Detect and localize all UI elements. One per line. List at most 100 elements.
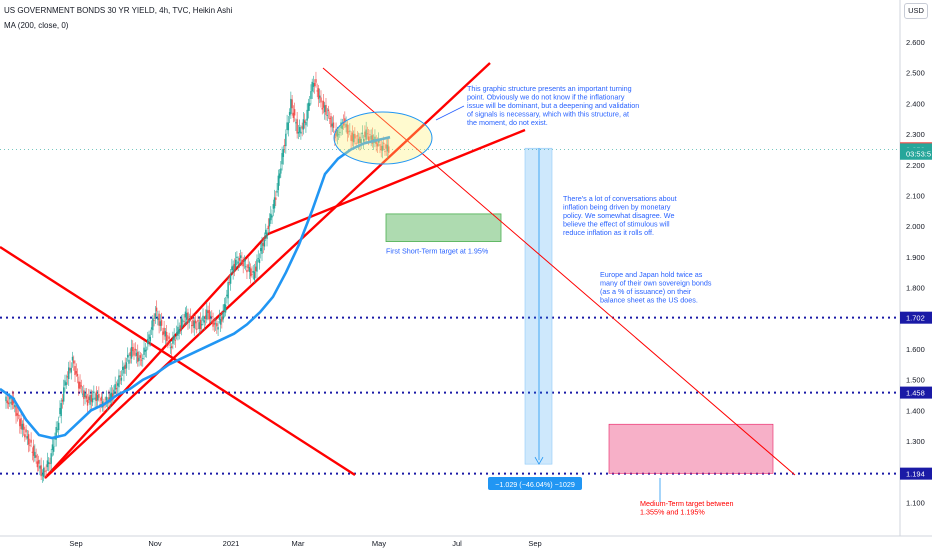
candle-body bbox=[297, 131, 300, 134]
candle-body bbox=[42, 467, 45, 477]
candle-body bbox=[229, 274, 232, 284]
candle-body bbox=[34, 451, 36, 458]
candle-body bbox=[31, 451, 34, 453]
candle-body bbox=[222, 312, 224, 320]
candle-body bbox=[302, 119, 305, 130]
candle-body bbox=[153, 320, 155, 322]
candle-body bbox=[110, 392, 113, 401]
candle-body bbox=[29, 445, 31, 447]
candle-body bbox=[280, 168, 282, 174]
candle-body bbox=[364, 131, 366, 138]
candle-body bbox=[277, 175, 280, 191]
indicator-label[interactable]: MA (200, close, 0) bbox=[4, 21, 69, 30]
medium-target-box[interactable] bbox=[608, 423, 774, 474]
candle-body bbox=[273, 197, 276, 209]
candle-body bbox=[160, 320, 163, 326]
candle-body bbox=[327, 109, 330, 112]
candle-body bbox=[298, 127, 301, 133]
candle-body bbox=[346, 124, 349, 134]
candle-body bbox=[244, 266, 247, 268]
candle-body bbox=[295, 122, 297, 124]
candle-body bbox=[177, 326, 179, 336]
measure-label-bg bbox=[488, 477, 582, 490]
candle-body bbox=[365, 129, 367, 140]
y-tick-label: 1.800 bbox=[906, 284, 925, 293]
y-tick-label: 1.400 bbox=[906, 406, 925, 415]
candle-body bbox=[237, 261, 239, 264]
candle-body bbox=[336, 130, 338, 137]
candle-body bbox=[123, 366, 125, 374]
europe-japan-note-line: balance sheet as the US does. bbox=[600, 296, 698, 305]
candle-body bbox=[89, 394, 91, 405]
candle-body bbox=[272, 204, 274, 209]
level-badge-label: 1.194 bbox=[906, 470, 925, 479]
candle-body bbox=[132, 347, 134, 352]
candle-body bbox=[314, 82, 316, 87]
candle-body bbox=[199, 319, 202, 330]
trend-channel-line[interactable] bbox=[44, 62, 491, 479]
candle-body bbox=[322, 100, 325, 108]
x-tick-label: May bbox=[372, 539, 386, 548]
first-target-box[interactable] bbox=[385, 213, 502, 242]
candle-body bbox=[293, 109, 296, 116]
candle-body bbox=[64, 380, 66, 386]
candle-body bbox=[386, 144, 389, 152]
candle-body bbox=[187, 312, 189, 323]
candle-body bbox=[334, 134, 336, 139]
candle-body bbox=[179, 325, 182, 329]
candle-body bbox=[224, 304, 227, 313]
candle-body bbox=[209, 315, 212, 317]
candle-body bbox=[221, 316, 223, 322]
y-tick-label: 1.300 bbox=[906, 437, 925, 446]
candle-body bbox=[124, 364, 126, 369]
candle-body bbox=[144, 349, 146, 352]
candle-body bbox=[376, 143, 379, 147]
candle-body bbox=[9, 396, 11, 400]
y-tick-label: 1.100 bbox=[906, 499, 925, 508]
measure-box[interactable] bbox=[524, 147, 553, 465]
candle-body bbox=[122, 366, 124, 370]
candle-body bbox=[380, 146, 382, 151]
candle-body bbox=[163, 327, 165, 335]
ma200-line[interactable] bbox=[0, 135, 391, 440]
candle-body bbox=[351, 132, 354, 142]
candle-body bbox=[118, 375, 120, 388]
y-tick-label: 2.600 bbox=[906, 38, 925, 47]
candle-body bbox=[90, 394, 93, 402]
candle-body bbox=[317, 88, 320, 100]
candle-body bbox=[267, 225, 269, 229]
symbol-title[interactable]: US GOVERNMENT BONDS 30 YR YIELD, 4h, TVC… bbox=[4, 6, 233, 15]
descending-trend-line[interactable] bbox=[322, 67, 796, 476]
candle-body bbox=[268, 218, 271, 227]
candle-body bbox=[173, 335, 175, 340]
measure-label: −1.029 (−46.04%) −1029 bbox=[495, 480, 575, 489]
candle-body bbox=[41, 474, 44, 476]
candle-body bbox=[255, 266, 257, 272]
candle-body bbox=[296, 119, 298, 134]
candle-body bbox=[228, 282, 231, 283]
candle-body bbox=[234, 259, 237, 269]
currency-button[interactable]: USD bbox=[904, 3, 928, 19]
candle-body bbox=[275, 197, 277, 200]
candle-body bbox=[56, 428, 59, 430]
candle-body bbox=[337, 134, 340, 136]
candle-body bbox=[63, 387, 65, 402]
turning-point-note-line: of signals is necessary, which with this… bbox=[467, 110, 629, 119]
europe-japan-note: Europe and Japan hold twice as many of th… bbox=[600, 270, 712, 305]
candle-body bbox=[311, 81, 313, 92]
candle-body bbox=[5, 396, 7, 402]
candle-body bbox=[212, 320, 214, 327]
turning-point-ellipse[interactable] bbox=[333, 111, 433, 165]
candle-body bbox=[238, 257, 241, 261]
europe-japan-note-line: many of their own sovereign bonds bbox=[600, 279, 712, 288]
candle-body bbox=[242, 262, 244, 267]
candle-body bbox=[115, 388, 118, 390]
candle-body bbox=[145, 349, 148, 351]
candle-body bbox=[236, 256, 238, 259]
candle-body bbox=[270, 213, 272, 221]
candle-body bbox=[30, 439, 32, 443]
candle-body bbox=[261, 242, 263, 254]
candle-body bbox=[344, 118, 346, 123]
